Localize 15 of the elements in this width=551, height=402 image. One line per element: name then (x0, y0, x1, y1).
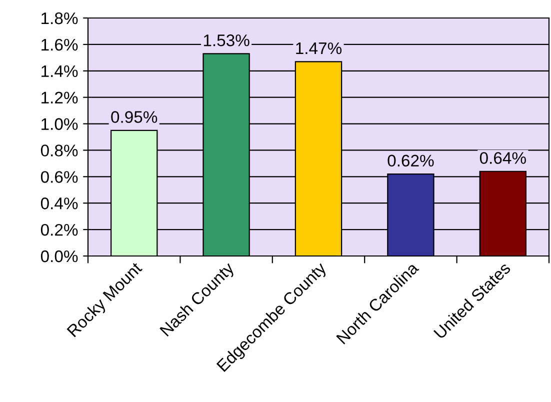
y-tick-label: 0.8% (40, 144, 78, 156)
data-label: 0.95% (111, 111, 158, 123)
y-tick-label: 1.8% (42, 12, 78, 24)
y-tick-label: 1.0% (42, 118, 78, 130)
data-label: 0.64% (480, 152, 526, 164)
y-tick-label: 0.2% (40, 224, 78, 236)
y-tick-label: 1.4% (42, 65, 78, 78)
y-tick-label: 0.6% (40, 171, 78, 183)
y-tick-label: 0.4% (40, 198, 78, 210)
data-label: 1.53% (204, 34, 250, 46)
y-tick-label: 0.0% (40, 250, 78, 262)
y-tick-label: 1.2% (42, 92, 78, 104)
y-tick-label: 1.6% (42, 38, 78, 51)
data-label: 0.62% (388, 154, 434, 167)
data-label: 1.47% (296, 42, 342, 54)
